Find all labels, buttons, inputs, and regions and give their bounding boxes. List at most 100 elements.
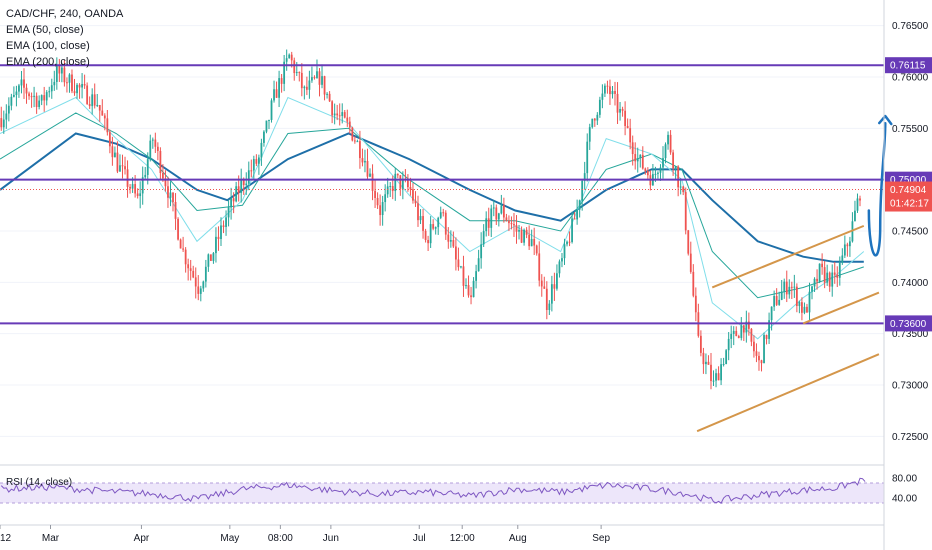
candle-body bbox=[361, 158, 364, 163]
time-tick-4: 08:00 bbox=[268, 533, 293, 544]
candle-body bbox=[313, 77, 316, 79]
candle-body bbox=[50, 85, 53, 92]
candle-body bbox=[497, 213, 500, 220]
candle-body bbox=[119, 165, 121, 172]
candle-body bbox=[472, 280, 475, 298]
candle-body bbox=[558, 261, 561, 274]
candle-body bbox=[86, 85, 89, 105]
candle-body bbox=[71, 74, 73, 92]
ema-50-legend[interactable]: EMA (50, close) bbox=[6, 24, 84, 36]
candle-body bbox=[452, 239, 455, 247]
candle-body bbox=[265, 120, 268, 132]
candle-body bbox=[162, 173, 164, 179]
candle-body bbox=[682, 186, 685, 193]
time-tick-2: Apr bbox=[134, 533, 150, 544]
time-tick-1: Mar bbox=[42, 533, 60, 544]
candle-body bbox=[63, 67, 66, 83]
channel-line-1[interactable] bbox=[802, 291, 880, 325]
candle-body bbox=[813, 278, 816, 287]
candle-body bbox=[856, 198, 859, 211]
candle-body bbox=[588, 127, 591, 142]
candle-body bbox=[159, 150, 162, 174]
candle-body bbox=[399, 175, 402, 189]
candle-body bbox=[760, 360, 763, 364]
candle-body bbox=[692, 271, 695, 296]
price-axis[interactable]: 0.76500 0.76000 0.75500 0.75000 0.74500 0.740… bbox=[883, 0, 932, 550]
ema-100-legend[interactable]: EMA (100, close) bbox=[6, 40, 90, 52]
candle-body bbox=[846, 244, 849, 247]
channel-line-0[interactable] bbox=[711, 224, 865, 289]
candle-body bbox=[106, 118, 109, 133]
time-axis[interactable]: 12 Mar Apr May 08:00 Jun Jul 12:00 Aug Sep bbox=[0, 524, 884, 544]
candle-body bbox=[783, 281, 786, 292]
candle-body bbox=[2, 119, 5, 128]
last-price-badge bbox=[885, 181, 932, 212]
candle-body bbox=[338, 115, 341, 117]
candle-body bbox=[502, 205, 505, 218]
candle-body bbox=[202, 281, 205, 289]
candle-body bbox=[396, 173, 399, 176]
channel-lines[interactable] bbox=[696, 224, 880, 433]
candle-body bbox=[485, 218, 488, 232]
candle-body bbox=[300, 72, 303, 89]
candle-body bbox=[513, 224, 515, 226]
candle-body bbox=[68, 74, 71, 83]
candle-body bbox=[129, 186, 131, 189]
horizontal-levels[interactable] bbox=[0, 64, 884, 325]
candle-body bbox=[341, 112, 344, 116]
candle-body bbox=[424, 230, 427, 240]
candle-body bbox=[278, 78, 280, 98]
rsi-legend[interactable]: RSI (14, close) bbox=[6, 477, 73, 488]
candle-body bbox=[427, 239, 430, 244]
candle-body bbox=[268, 119, 270, 121]
candle-body bbox=[619, 108, 621, 113]
candle-body bbox=[237, 186, 240, 193]
ema-200-legend[interactable]: EMA (200, close) bbox=[6, 56, 90, 68]
candle-body bbox=[614, 91, 616, 94]
candle-body bbox=[535, 245, 538, 254]
candle-body bbox=[566, 241, 568, 245]
candle-body bbox=[737, 335, 740, 338]
candle-body bbox=[818, 263, 821, 282]
candle-body bbox=[480, 244, 483, 259]
candle-body bbox=[454, 246, 457, 260]
candle-body bbox=[543, 286, 546, 289]
candle-body bbox=[60, 67, 63, 74]
candle-body bbox=[753, 341, 755, 352]
candle-body bbox=[475, 271, 477, 281]
candle-body bbox=[66, 82, 68, 84]
candle-body bbox=[636, 158, 639, 162]
candle-body bbox=[298, 72, 301, 74]
candle-body bbox=[38, 100, 41, 107]
candle-body bbox=[222, 225, 225, 227]
candle-body bbox=[192, 270, 195, 278]
candle-body bbox=[520, 229, 523, 243]
candle-body bbox=[232, 198, 235, 202]
candle-body bbox=[290, 54, 293, 61]
candle-body bbox=[88, 104, 91, 107]
candle-body bbox=[369, 173, 371, 177]
candle-body bbox=[742, 325, 745, 333]
candle-body bbox=[578, 200, 581, 210]
candle-body bbox=[0, 118, 3, 128]
candle-body bbox=[273, 89, 275, 101]
candle-body bbox=[702, 352, 705, 365]
candle-body bbox=[775, 296, 778, 305]
level-badge-label-1: 0.75000 bbox=[890, 175, 927, 186]
candle-body bbox=[311, 77, 313, 81]
candle-body bbox=[699, 335, 702, 353]
candle-body bbox=[429, 224, 432, 244]
candle-body bbox=[81, 84, 83, 88]
candle-body bbox=[220, 225, 222, 240]
candle-body bbox=[460, 266, 462, 268]
candle-body bbox=[409, 187, 412, 190]
candle-body bbox=[93, 94, 96, 106]
candle-body bbox=[626, 125, 629, 129]
candle-body bbox=[432, 224, 435, 229]
candle-body bbox=[45, 92, 48, 101]
candle-body bbox=[343, 112, 346, 118]
candle-body bbox=[199, 288, 202, 294]
channel-line-2[interactable] bbox=[696, 353, 880, 433]
candle-body bbox=[28, 93, 30, 97]
